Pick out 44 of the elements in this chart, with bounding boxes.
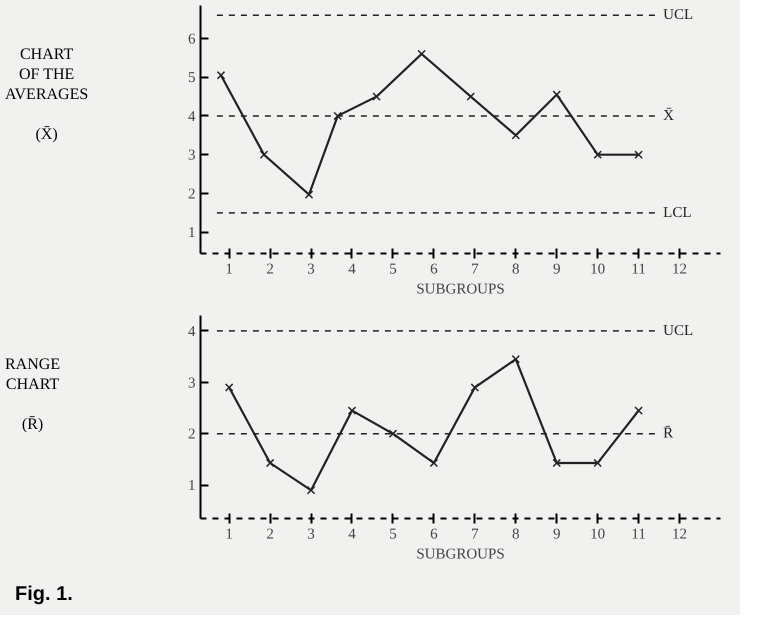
x-tick-label: 12 xyxy=(672,526,688,542)
x-tick-label: 5 xyxy=(389,262,397,278)
text: CHART OF THE AVERAGES (X̄) xyxy=(5,46,88,143)
x-tick-label: 2 xyxy=(266,262,274,278)
x-tick-label: 10 xyxy=(590,262,606,278)
y-tick-label: 1 xyxy=(188,225,196,242)
x-tick-label: 4 xyxy=(348,526,356,542)
x-tick-label: 8 xyxy=(512,262,520,278)
ref-line-label: UCL xyxy=(663,7,694,24)
x-tick-label: 3 xyxy=(307,526,315,542)
ref-line-label: X̄ xyxy=(663,107,674,124)
x-tick-label: 11 xyxy=(631,526,646,542)
x-tick-label: 6 xyxy=(430,262,438,278)
x-tick-label: 7 xyxy=(471,526,480,542)
y-tick-label: 2 xyxy=(188,186,196,202)
x-tick-label: 7 xyxy=(471,262,480,278)
x-tick-label: 6 xyxy=(430,526,438,542)
x-tick-label: 1 xyxy=(225,262,233,278)
x-tick-label: 9 xyxy=(552,526,560,542)
ref-line-label: R̄ xyxy=(663,424,674,442)
y-tick-label: 1 xyxy=(188,478,196,494)
x-axis-title: SUBGROUPS xyxy=(416,282,505,298)
x-tick-label: 3 xyxy=(307,262,315,278)
y-tick-label: 2 xyxy=(188,426,196,443)
y-tick-label: 4 xyxy=(188,108,196,125)
x-tick-label: 10 xyxy=(590,526,606,542)
x-tick-label: 8 xyxy=(512,526,520,542)
y-tick-label: 5 xyxy=(188,70,196,86)
text: RANGE CHART (R̄) xyxy=(5,356,60,433)
ref-line-label: UCL xyxy=(663,322,694,339)
x-tick-label: 1 xyxy=(225,526,233,542)
x-tick-label: 9 xyxy=(552,262,560,278)
y-tick-label: 6 xyxy=(188,31,196,48)
x-tick-label: 2 xyxy=(266,526,274,542)
x-tick-label: 5 xyxy=(389,526,397,542)
x-tick-label: 4 xyxy=(348,262,356,278)
ref-line-label: LCL xyxy=(663,204,692,221)
y-tick-label: 3 xyxy=(188,148,196,164)
caption: Fig. 1. xyxy=(15,583,73,605)
x-tick-label: 12 xyxy=(672,262,688,278)
y-tick-label: 3 xyxy=(188,375,196,392)
x-axis-title: SUBGROUPS xyxy=(416,546,505,562)
y-tick-label: 4 xyxy=(188,324,196,340)
x-tick-label: 11 xyxy=(631,262,646,278)
